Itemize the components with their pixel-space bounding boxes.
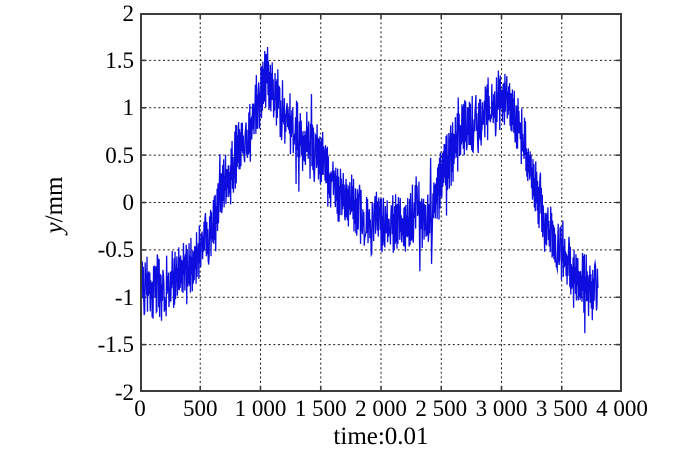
y-tick-label: -0.5 xyxy=(97,237,134,263)
x-tick-label: 500 xyxy=(183,396,218,421)
y-tick-label: -1 xyxy=(114,284,134,310)
x-tick-label: 3 000 xyxy=(475,396,528,421)
y-tick-label: 0.5 xyxy=(105,142,134,168)
x-tick-label: 0 xyxy=(134,396,146,421)
y-tick-label: 1 xyxy=(122,95,135,121)
y-tick-label: 1.5 xyxy=(105,47,134,73)
y-tick-label: -2 xyxy=(114,379,134,405)
x-tick-label: 2 500 xyxy=(415,396,468,421)
y-tick-label: 0 xyxy=(122,190,135,215)
x-tick-label: 3 500 xyxy=(535,396,588,421)
y-tick-label: 2 xyxy=(122,0,135,26)
x-axis-title: time:0.01 xyxy=(333,423,429,450)
x-tick-label: 2 000 xyxy=(355,396,407,421)
y-axis-title: y/mm xyxy=(41,176,68,234)
y-tick-label: -1.5 xyxy=(97,332,134,358)
y-axis-title-unit: /mm xyxy=(41,176,68,223)
x-tick-label: 4 000 xyxy=(596,396,648,421)
x-tick-label: 1 500 xyxy=(294,396,347,421)
y-axis-title-variable: y xyxy=(41,222,68,234)
plot-area xyxy=(140,13,622,392)
x-tick-label: 1 000 xyxy=(234,396,287,421)
